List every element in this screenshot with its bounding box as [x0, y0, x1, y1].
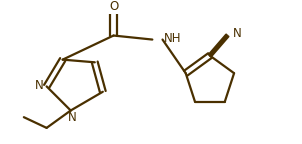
- Text: O: O: [109, 0, 118, 13]
- Text: N: N: [68, 111, 76, 124]
- Text: N: N: [35, 79, 43, 92]
- Text: NH: NH: [164, 32, 181, 45]
- Text: N: N: [233, 27, 242, 40]
